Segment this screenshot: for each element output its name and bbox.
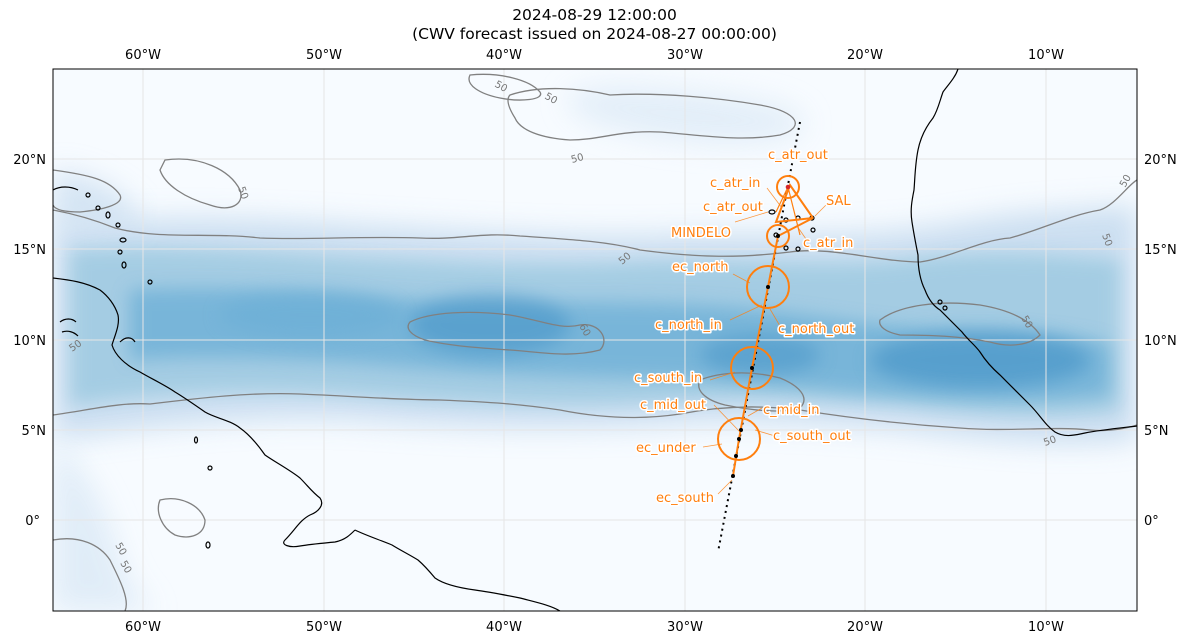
label-ec-under: ec_under — [636, 441, 696, 456]
right-tick-5n: 5°N — [1144, 424, 1169, 439]
label-c-mid-in: c_mid_in — [763, 403, 820, 418]
label-c-south-out: c_south_out — [773, 429, 851, 444]
top-tick-30w: 30°W — [667, 48, 703, 63]
label-sal: SAL — [826, 194, 851, 209]
map-frame — [52, 68, 1138, 612]
cwv-field — [53, 85, 1137, 611]
label-mindelo: MINDELO — [671, 226, 731, 241]
contour-label: 50 — [235, 185, 250, 201]
bottom-lon-ticks: 60°W 50°W 40°W 30°W 20°W 10°W — [125, 620, 1064, 635]
circle-south — [730, 346, 774, 390]
left-tick-10n: 10°N — [13, 334, 46, 349]
label-c-south-in: c_south_in — [634, 371, 702, 386]
waypoint-markers — [731, 184, 791, 478]
left-tick-20n: 20°N — [13, 153, 46, 168]
top-tick-50w: 50°W — [306, 48, 342, 63]
contour-label: 50 — [1042, 434, 1058, 449]
label-c-atr-in-left: c_atr_in — [710, 176, 760, 191]
left-lat-ticks: 20°N 15°N 10°N 5°N 0° — [13, 153, 46, 529]
label-c-north-in: c_north_in — [655, 318, 722, 333]
right-tick-10n: 10°N — [1144, 334, 1177, 349]
bottom-tick-40w: 40°W — [486, 620, 522, 635]
title-line-valid-time: 2024-08-29 12:00:00 — [512, 6, 677, 24]
bottom-tick-30w: 30°W — [667, 620, 703, 635]
right-tick-20n: 20°N — [1144, 153, 1177, 168]
map-title: 2024-08-29 12:00:00 (CWV forecast issued… — [0, 6, 1189, 44]
label-ec-north: ec_north — [672, 260, 729, 275]
current-position-marker — [785, 184, 791, 190]
label-c-atr-out-top: c_atr_out — [768, 148, 828, 163]
left-tick-15n: 15°N — [13, 243, 46, 258]
label-c-atr-in-right: c_atr_in — [803, 236, 853, 251]
label-c-mid-out: c_mid_out — [640, 398, 706, 413]
circle-mindelo — [766, 224, 790, 248]
top-tick-10w: 10°W — [1028, 48, 1064, 63]
right-tick-0: 0° — [1144, 514, 1159, 529]
flight-labels: c_atr_out c_atr_in c_atr_out SAL MINDELO… — [633, 147, 856, 508]
bottom-tick-50w: 50°W — [306, 620, 342, 635]
circle-atr — [776, 175, 800, 199]
coastlines — [53, 69, 1137, 611]
bottom-tick-60w: 60°W — [125, 620, 161, 635]
top-lon-ticks: 60°W 50°W 40°W 30°W 20°W 10°W — [125, 48, 1064, 63]
left-tick-5n: 5°N — [22, 424, 47, 439]
label-leaders — [702, 187, 827, 495]
gridlines — [53, 69, 1137, 611]
right-lat-ticks: 20°N 15°N 10°N 5°N 0° — [1144, 153, 1177, 529]
label-c-north-out: c_north_out — [778, 322, 854, 337]
right-tick-15n: 15°N — [1144, 243, 1177, 258]
top-tick-60w: 60°W — [125, 48, 161, 63]
top-tick-20w: 20°W — [847, 48, 883, 63]
title-line-issue-time: (CWV forecast issued on 2024-08-27 00:00… — [412, 25, 777, 43]
cwv-contours — [53, 73, 1137, 611]
label-c-atr-out-left: c_atr_out — [703, 200, 763, 215]
left-tick-0: 0° — [25, 514, 40, 529]
circle-north — [746, 265, 790, 309]
top-tick-40w: 40°W — [486, 48, 522, 63]
circle-ec-under — [717, 417, 761, 461]
contour-label: 50 — [570, 152, 585, 166]
bottom-tick-20w: 20°W — [847, 620, 883, 635]
bottom-tick-10w: 10°W — [1028, 620, 1064, 635]
label-ec-south: ec_south — [656, 491, 714, 506]
contour-label: 50 — [1099, 232, 1114, 248]
